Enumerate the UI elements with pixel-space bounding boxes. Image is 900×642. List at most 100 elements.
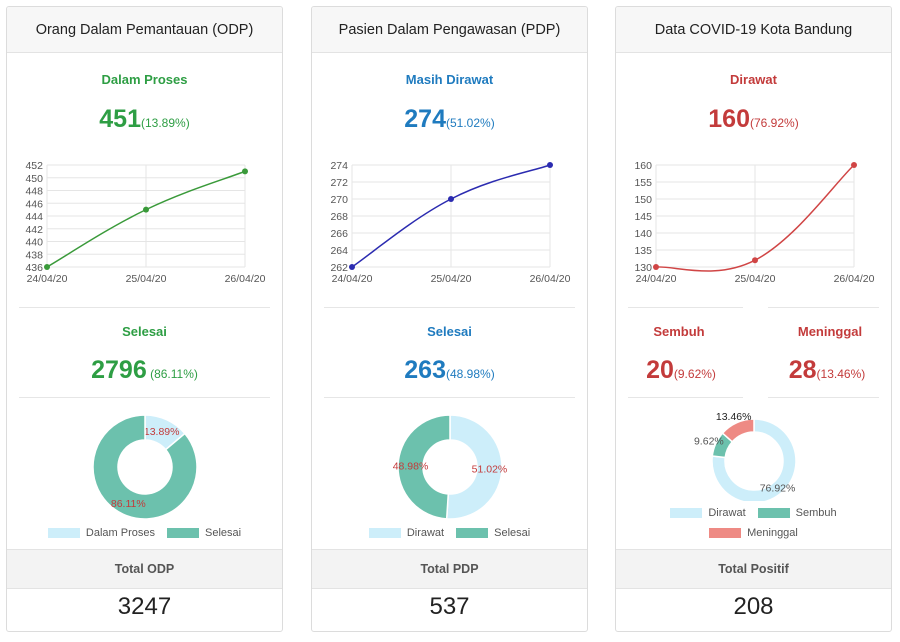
odp-total-value: 3247 — [117, 593, 172, 620]
positif-dirawat-value: 160 — [708, 105, 750, 133]
x-tick-label: 25/04/20 — [126, 273, 167, 285]
legend-swatch — [47, 528, 80, 538]
donut-slice — [445, 414, 503, 520]
x-tick-label: 24/04/20 — [27, 273, 68, 285]
donut-slice — [92, 414, 198, 520]
legend-label: Dalam Proses — [85, 527, 155, 539]
legend-item-sembuh[interactable]: Sembuh — [757, 507, 837, 519]
positif-meninggal-stat: 28(13.46%) — [762, 356, 891, 385]
y-tick-label: 145 — [634, 211, 652, 223]
y-tick-label: 150 — [634, 194, 652, 206]
y-tick-label: 262 — [330, 262, 348, 274]
odp-divider — [19, 307, 270, 308]
positif-sembuh-stat: 20(9.62%) — [616, 356, 746, 385]
pdp-card: Pasien Dalam Pengawasan (PDP) Masih Dira… — [311, 6, 588, 632]
data-point — [851, 162, 857, 168]
positif-legend-row2: Meninggal — [616, 527, 891, 539]
donut-label: 13.46% — [716, 411, 752, 423]
legend-item-selesai[interactable]: Selesai — [456, 527, 530, 539]
odp-selesai-percent: (86.11%) — [146, 367, 198, 381]
odp-legend: Dalam Proses Selesai — [7, 527, 282, 539]
donut-label: 9.62% — [694, 436, 724, 448]
legend-label: Sembuh — [795, 507, 837, 519]
odp-donut-chart: 13.89% 86.11% — [92, 414, 198, 520]
positif-dirawat-title: Dirawat — [730, 72, 777, 87]
y-tick-label: 160 — [634, 160, 652, 172]
positif-card-header: Data COVID-19 Kota Bandung — [616, 7, 891, 53]
odp-total-label: Total ODP — [7, 549, 282, 589]
y-tick-label: 272 — [330, 177, 348, 189]
y-tick-label: 440 — [25, 237, 43, 249]
positif-divider-2-right — [768, 397, 879, 398]
legend-swatch — [456, 528, 489, 538]
legend-swatch — [757, 508, 790, 518]
y-tick-label: 140 — [634, 228, 652, 240]
positif-divider-right — [768, 307, 879, 308]
positif-donut-chart: 76.92% 9.62% 13.46% — [694, 411, 797, 501]
legend-swatch — [709, 528, 742, 538]
x-tick-label: 26/04/20 — [530, 273, 571, 285]
x-tick-label: 25/04/20 — [735, 273, 776, 285]
y-tick-label: 274 — [330, 160, 348, 172]
y-tick-label: 155 — [634, 177, 652, 189]
pdp-masih-dirawat-stat: 274(51.02%) — [312, 105, 587, 134]
data-point — [653, 264, 659, 270]
legend-swatch — [368, 528, 401, 538]
positif-meninggal-percent: (13.46%) — [816, 367, 866, 381]
y-tick-label: 266 — [330, 228, 348, 240]
data-point — [349, 264, 355, 270]
data-point — [547, 162, 553, 168]
pdp-total-label: Total PDP — [312, 549, 587, 589]
positif-dirawat-stat: 160(76.92%) — [616, 105, 891, 134]
positif-meninggal-value: 28 — [788, 356, 817, 384]
positif-line-chart: 130 135 140 145 150 155 160 24/04/20 25/04/20 26/… — [634, 160, 875, 285]
donut-label: 86.11% — [111, 498, 146, 510]
legend-item-dirawat[interactable]: Dirawat — [670, 507, 746, 519]
legend-label: Dirawat — [708, 507, 746, 519]
pdp-card-header: Pasien Dalam Pengawasan (PDP) — [312, 7, 587, 53]
pdp-donut-chart: 51.02% 48.98% — [393, 414, 507, 520]
data-point — [448, 196, 454, 202]
y-tick-label: 450 — [25, 173, 43, 185]
pdp-selesai-value: 263 — [404, 356, 446, 384]
pdp-masih-dirawat-percent: (51.02%) — [446, 116, 495, 130]
donut-label: 76.92% — [760, 483, 796, 495]
y-tick-label: 442 — [25, 224, 43, 236]
positif-divider-2-left — [628, 397, 743, 398]
x-tick-label: 26/04/20 — [834, 273, 875, 285]
positif-total-value: 208 — [733, 593, 774, 620]
positif-dirawat-percent: (76.92%) — [750, 116, 799, 130]
y-tick-label: 264 — [330, 245, 348, 257]
pdp-masih-dirawat-value: 274 — [404, 105, 446, 133]
legend-item-selesai[interactable]: Selesai — [167, 527, 241, 539]
y-tick-label: 130 — [634, 262, 652, 274]
legend-item-dalam-proses[interactable]: Dalam Proses — [47, 527, 155, 539]
odp-selesai-title: Selesai — [122, 324, 167, 339]
legend-label: Selesai — [205, 527, 242, 539]
y-tick-label: 446 — [25, 198, 43, 210]
y-tick-label: 452 — [25, 160, 43, 172]
pdp-selesai-stat: 263(48.98%) — [312, 356, 587, 385]
pdp-divider-2 — [324, 397, 575, 398]
y-tick-label: 270 — [330, 194, 348, 206]
positif-sembuh-percent: (9.62%) — [673, 367, 716, 381]
positif-meninggal-title: Meninggal — [797, 324, 863, 339]
donut-slice — [397, 414, 451, 520]
positif-sembuh-value: 20 — [646, 356, 674, 384]
legend-swatch — [167, 528, 199, 538]
y-tick-label: 438 — [25, 249, 43, 261]
positif-legend: Dirawat Sembuh — [616, 507, 891, 519]
y-tick-label: 268 — [330, 211, 348, 223]
data-point — [242, 168, 248, 175]
pdp-legend: Dirawat Selesai — [312, 527, 587, 539]
legend-item-meninggal[interactable]: Meninggal — [709, 527, 798, 539]
legend-item-dirawat[interactable]: Dirawat — [368, 527, 444, 539]
x-tick-label: 24/04/20 — [332, 273, 373, 285]
legend-swatch — [670, 508, 703, 518]
odp-dalam-proses-percent: (13.89%) — [141, 116, 190, 130]
x-tick-label: 26/04/20 — [225, 273, 266, 285]
legend-label: Selesai — [494, 527, 531, 539]
donut-label: 48.98% — [393, 461, 429, 473]
positif-divider-left — [628, 307, 743, 308]
